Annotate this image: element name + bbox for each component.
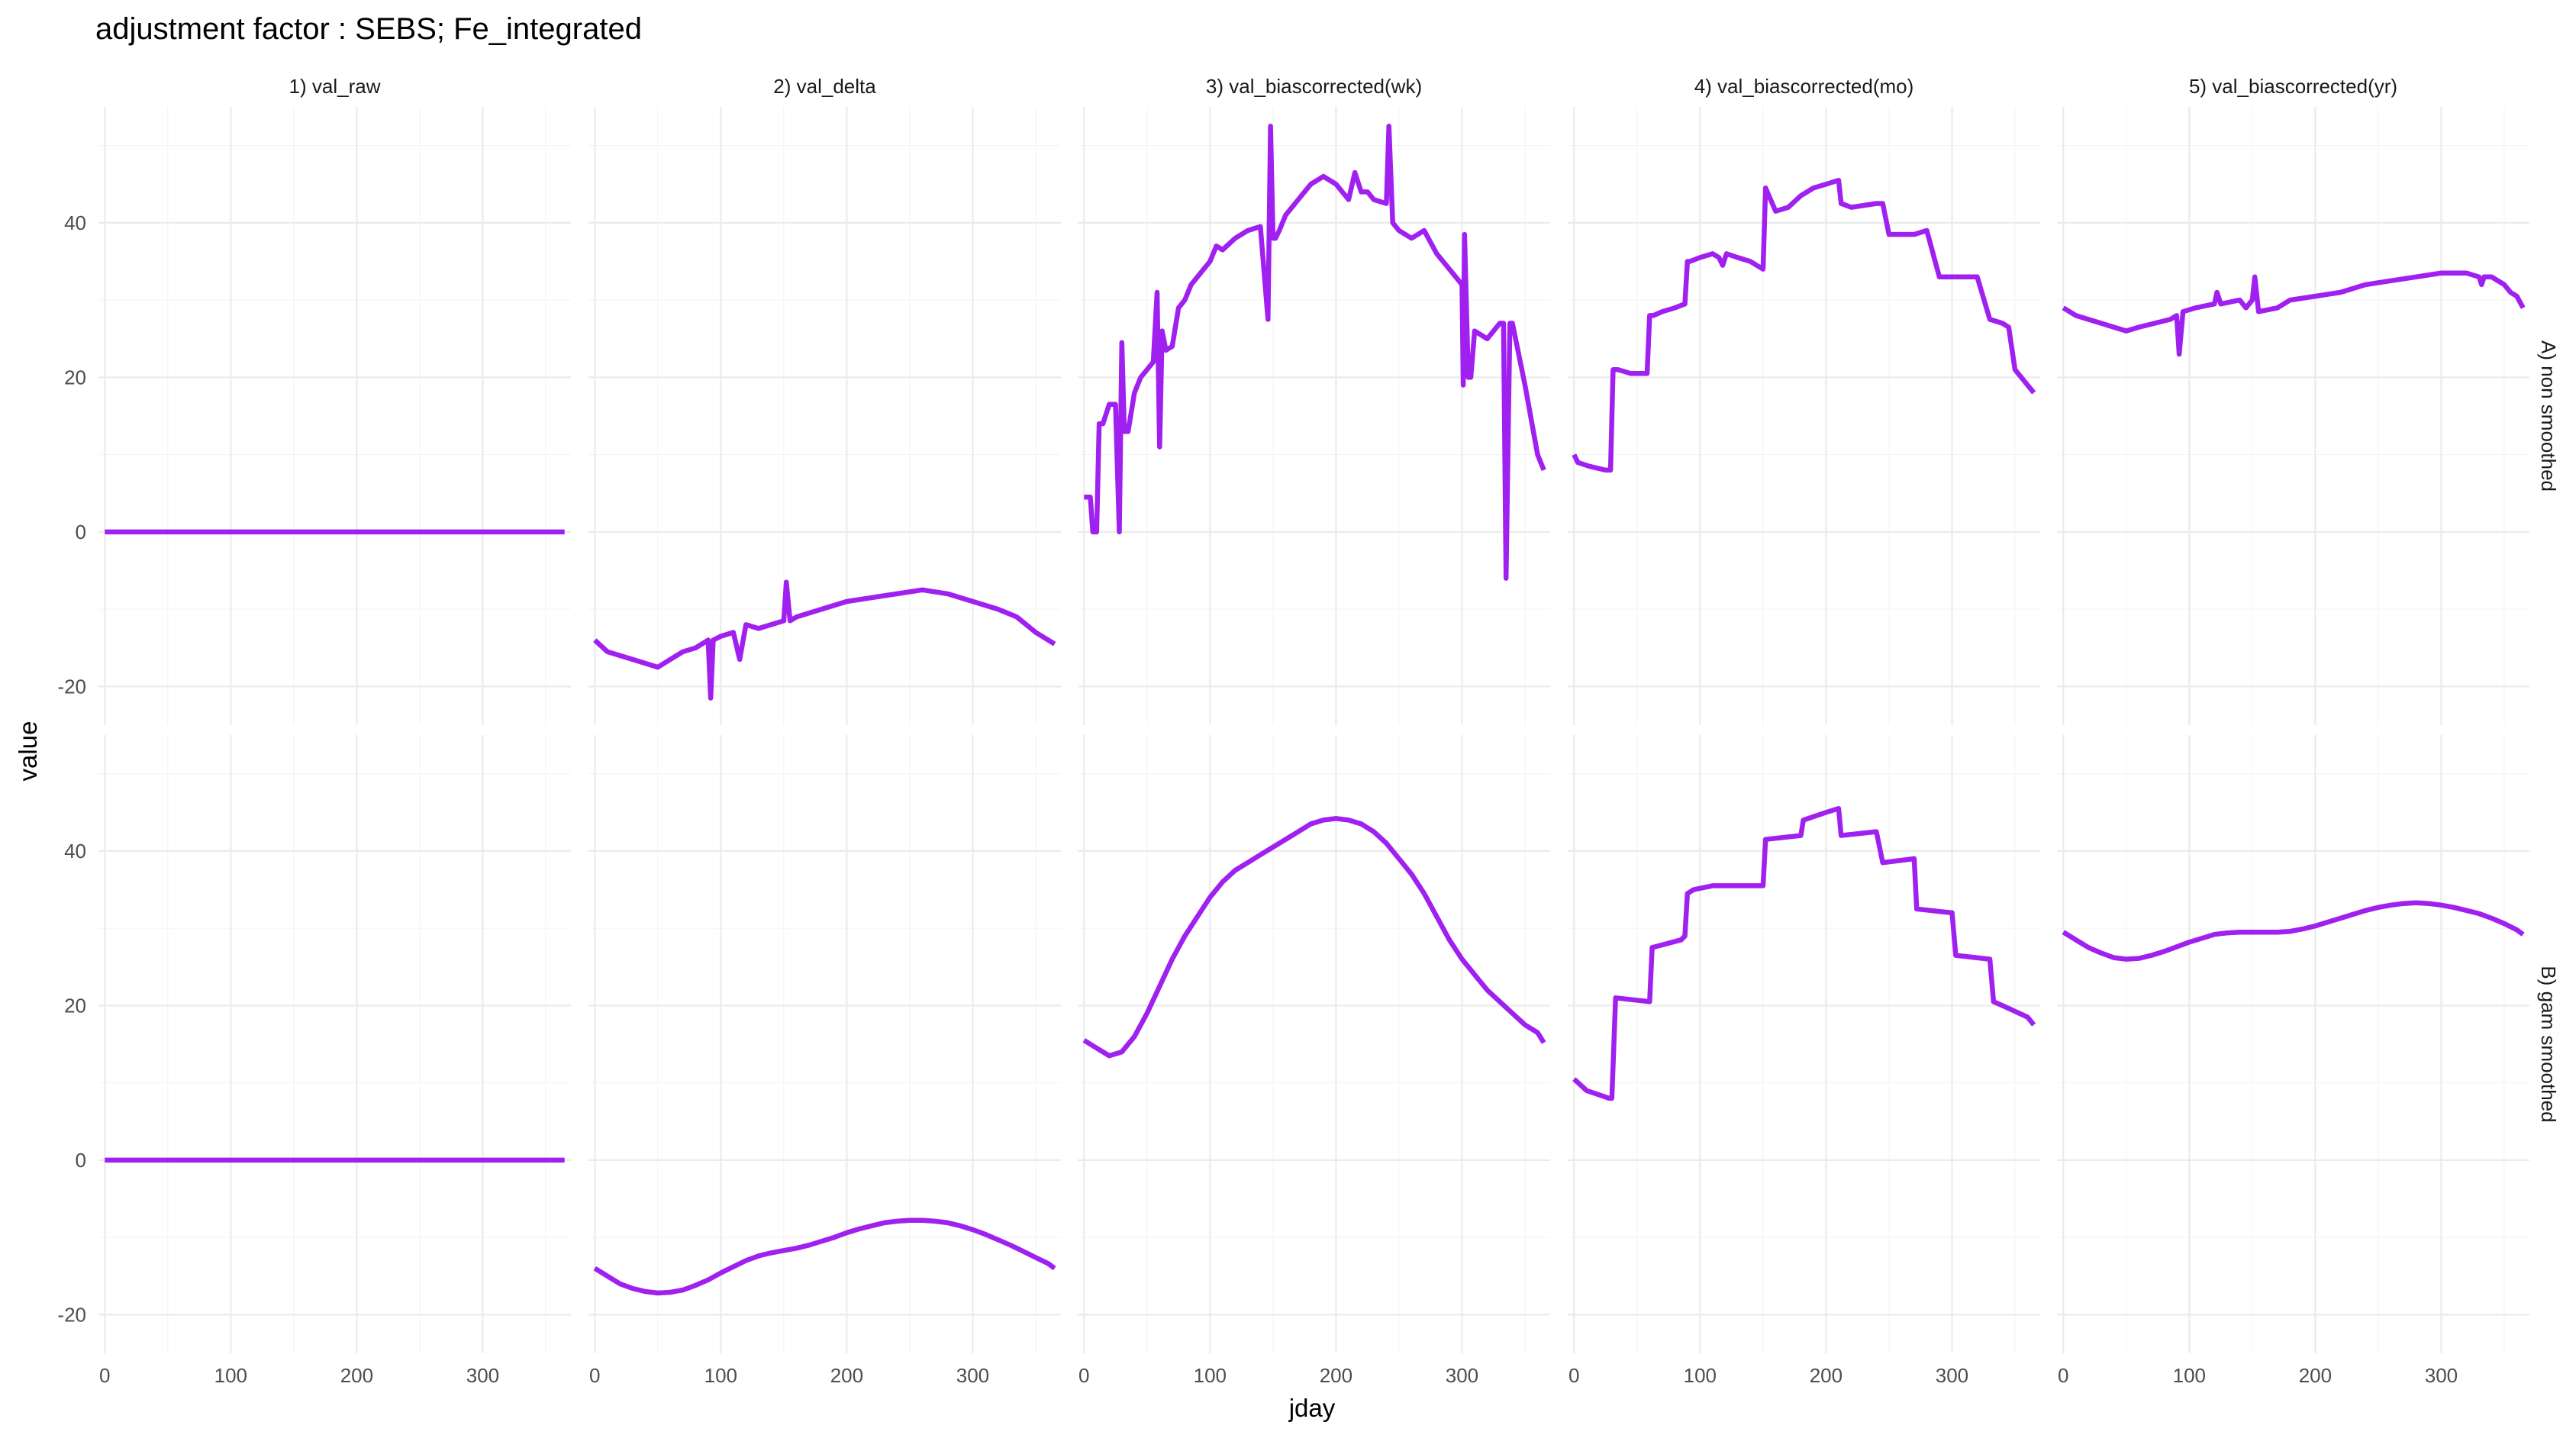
x-axis-label: jday bbox=[1288, 1394, 1336, 1422]
series-line bbox=[1082, 816, 1546, 1059]
panel-r2-c5: 0 100 200 300 bbox=[2057, 735, 2529, 1387]
x-tick-label: 200 bbox=[2299, 1364, 2332, 1387]
x-tick-label: 300 bbox=[466, 1364, 499, 1387]
panel-r1-c4 bbox=[1568, 107, 2040, 725]
x-tick-label: 0 bbox=[589, 1364, 600, 1387]
facet-strip-col-4: 4) val_biascorrected(mo) bbox=[1694, 75, 1914, 98]
y-axis-label: value bbox=[14, 721, 42, 782]
x-tick-label: 200 bbox=[1810, 1364, 1843, 1387]
y-tick-label: 0 bbox=[76, 1149, 86, 1172]
series-line bbox=[593, 1217, 1056, 1296]
panel-r2-c2: 0 100 200 300 bbox=[588, 735, 1061, 1387]
y-tick-label: 0 bbox=[76, 521, 86, 543]
facet-strip-col-2: 2) val_delta bbox=[773, 75, 876, 98]
facet-strip-col-1: 1) val_raw bbox=[289, 75, 381, 98]
panel-r1-c3 bbox=[1078, 107, 1550, 725]
x-tick-label: 0 bbox=[2058, 1364, 2068, 1387]
series-line bbox=[1572, 177, 2036, 473]
series-line bbox=[2062, 270, 2526, 357]
x-tick-label: 100 bbox=[1194, 1364, 1227, 1387]
series-line bbox=[2062, 900, 2525, 962]
x-tick-label: 300 bbox=[956, 1364, 989, 1387]
x-tick-label: 100 bbox=[704, 1364, 737, 1387]
x-tick-label: 0 bbox=[1078, 1364, 1089, 1387]
facet-strip-col-3: 3) val_biascorrected(wk) bbox=[1206, 75, 1422, 98]
panel-r2-c1: -20 0 20 40 0 100 200 300 bbox=[57, 735, 571, 1387]
y-tick-label: 40 bbox=[64, 211, 86, 234]
x-tick-label: 100 bbox=[2173, 1364, 2206, 1387]
x-tick-label: 300 bbox=[1446, 1364, 1478, 1387]
panel-r2-c4: 0 100 200 300 bbox=[1568, 735, 2040, 1387]
panel-r1-c1: -20 0 20 40 bbox=[57, 107, 571, 725]
x-tick-label: 300 bbox=[2425, 1364, 2458, 1387]
chart-title: adjustment factor : SEBS; Fe_integrated bbox=[95, 12, 642, 46]
x-tick-label: 0 bbox=[1568, 1364, 1579, 1387]
panels-layer: -20 0 20 40 -20 0 20 40 0 100 200 300 0 100 200 300 0 100… bbox=[57, 75, 2560, 1387]
x-tick-label: 100 bbox=[214, 1364, 247, 1387]
y-tick-label: 40 bbox=[64, 840, 86, 863]
x-tick-label: 300 bbox=[1936, 1364, 1968, 1387]
series-line bbox=[593, 579, 1056, 701]
x-tick-label: 200 bbox=[1320, 1364, 1352, 1387]
facet-strip-row-2: B) gam smoothed bbox=[2537, 966, 2560, 1122]
y-tick-label: -20 bbox=[57, 675, 86, 698]
facet-strip-col-5: 5) val_biascorrected(yr) bbox=[2189, 75, 2397, 98]
panel-r2-c3: 0 100 200 300 bbox=[1078, 735, 1550, 1387]
x-tick-label: 0 bbox=[99, 1364, 110, 1387]
y-tick-label: 20 bbox=[64, 994, 86, 1017]
y-tick-label: 20 bbox=[64, 366, 86, 389]
facet-strip-row-1: A) non smoothed bbox=[2537, 340, 2560, 492]
panel-r1-c5 bbox=[2057, 107, 2529, 725]
y-tick-label: -20 bbox=[57, 1303, 86, 1326]
panel-r1-c2 bbox=[588, 107, 1061, 725]
series-line bbox=[1084, 124, 1546, 581]
series-line bbox=[1572, 805, 2036, 1101]
x-tick-label: 100 bbox=[1684, 1364, 1717, 1387]
x-tick-label: 200 bbox=[340, 1364, 373, 1387]
x-tick-label: 200 bbox=[830, 1364, 863, 1387]
